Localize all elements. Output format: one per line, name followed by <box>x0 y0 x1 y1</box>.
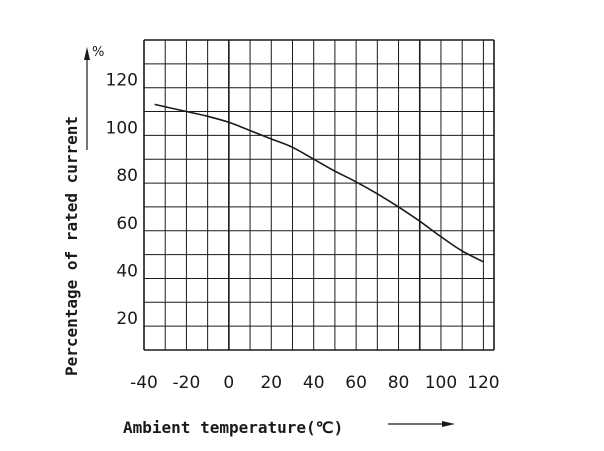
derating-curve <box>154 103 484 263</box>
x-tick-label: 60 <box>345 373 367 393</box>
x-tick-label: -40 <box>130 373 158 393</box>
x-tick-label: 120 <box>467 373 499 393</box>
x-tick-label: 20 <box>260 373 282 393</box>
y-unit: % <box>92 45 104 60</box>
x-tick-label: 40 <box>303 373 325 393</box>
y-tick-label: 80 <box>116 166 138 186</box>
x-tick-label: 80 <box>388 373 410 393</box>
x-tick-label: 100 <box>425 373 457 393</box>
y-axis-label: Percentage of rated current <box>62 116 81 376</box>
y-tick-label: 120 <box>106 71 138 91</box>
y-axis-arrow-head <box>84 47 90 60</box>
y-tick-label: 100 <box>106 118 138 138</box>
x-tick-label: -20 <box>173 373 201 393</box>
grid <box>143 39 495 351</box>
y-tick-label: 20 <box>116 309 138 329</box>
y-tick-labels: 20 40 60 80 100 120 <box>106 71 138 329</box>
y-tick-label: 60 <box>116 214 138 234</box>
x-axis-label: Ambient temperature(℃) <box>123 418 343 437</box>
y-tick-label: 40 <box>116 261 138 281</box>
x-axis-arrow-head <box>442 421 455 427</box>
x-tick-label: 0 <box>223 373 234 393</box>
series-layer <box>154 103 484 263</box>
x-tick-labels: -40 -20 0 20 40 60 80 100 120 <box>130 373 500 393</box>
